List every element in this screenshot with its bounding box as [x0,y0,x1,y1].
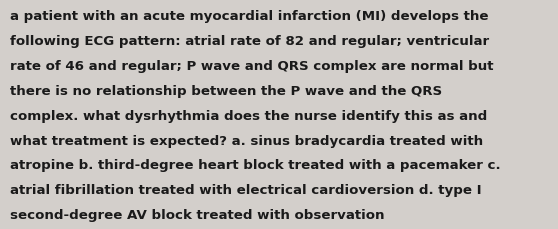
Text: rate of 46 and regular; P wave and QRS complex are normal but: rate of 46 and regular; P wave and QRS c… [10,60,493,73]
Text: complex. what dysrhythmia does the nurse identify this as and: complex. what dysrhythmia does the nurse… [10,109,487,122]
Text: there is no relationship between the P wave and the QRS: there is no relationship between the P w… [10,85,442,98]
Text: second-degree AV block treated with observation: second-degree AV block treated with obse… [10,208,384,221]
Text: a patient with an acute myocardial infarction (MI) develops the: a patient with an acute myocardial infar… [10,10,489,23]
Text: atrial fibrillation treated with electrical cardioversion d. type I: atrial fibrillation treated with electri… [10,183,482,196]
Text: following ECG pattern: atrial rate of 82 and regular; ventricular: following ECG pattern: atrial rate of 82… [10,35,489,48]
Text: what treatment is expected? a. sinus bradycardia treated with: what treatment is expected? a. sinus bra… [10,134,483,147]
Text: atropine b. third-degree heart block treated with a pacemaker c.: atropine b. third-degree heart block tre… [10,159,501,172]
